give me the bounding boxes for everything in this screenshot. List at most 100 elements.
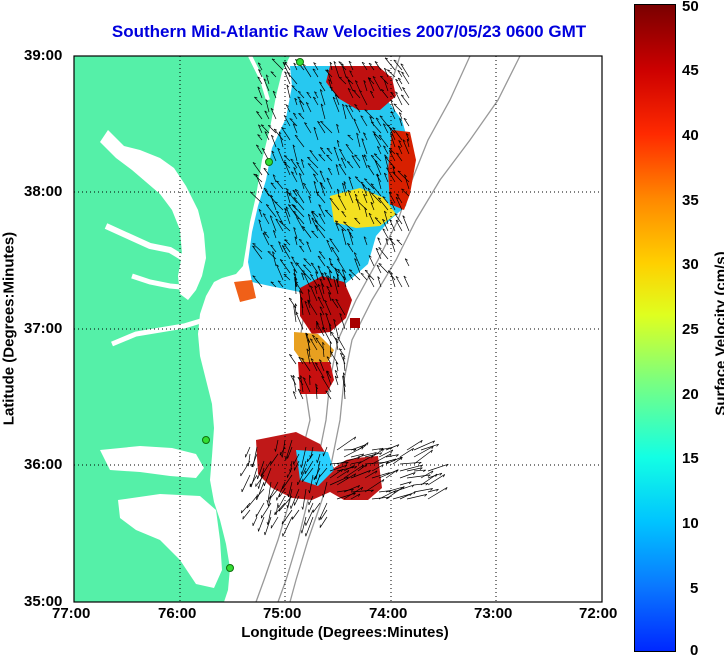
velocity-vector-head [271, 58, 275, 61]
velocity-vector [329, 61, 333, 71]
velocity-vector [345, 76, 354, 85]
velocity-vector [378, 247, 389, 260]
velocity-vector [372, 76, 382, 92]
velocity-vector [378, 197, 389, 211]
velocity-vector-head [367, 165, 371, 168]
velocity-vector [262, 213, 270, 225]
velocity-vector [271, 58, 284, 71]
velocity-vector [268, 125, 277, 134]
velocity-vector-head [375, 470, 378, 474]
velocity-vector-head [266, 204, 270, 207]
colorbar-label: Surface Velocity (cm/s) [712, 251, 724, 416]
velocity-vector [329, 270, 332, 281]
velocity-vector [271, 150, 277, 162]
velocity-vector-head [436, 443, 439, 447]
velocity-vector-head [273, 230, 276, 233]
velocity-vector-head [353, 449, 357, 452]
velocity-vector [420, 473, 438, 486]
velocity-vector [325, 390, 332, 400]
velocity-vector-head [353, 89, 357, 92]
velocity-vector-head [319, 170, 323, 173]
x-tick-label: 76:00 [158, 605, 197, 622]
velocity-vector [382, 123, 389, 134]
velocity-vector [339, 148, 347, 162]
velocity-vector [302, 63, 312, 78]
velocity-vector [406, 467, 423, 472]
radar-station [296, 58, 304, 66]
velocity-vector-head [445, 487, 448, 491]
velocity-vector-head [313, 96, 317, 99]
velocity-vector [310, 285, 318, 302]
velocity-vector [256, 111, 263, 120]
velocity-vector-head [269, 215, 273, 218]
velocity-vector [307, 163, 319, 176]
velocity-vector-head [392, 166, 396, 169]
velocity-vector-head [299, 100, 302, 103]
velocity-vector-head [272, 90, 276, 94]
velocity-vector-head [311, 230, 315, 233]
velocity-vector [392, 493, 412, 500]
velocity-vector-head [358, 493, 361, 497]
velocity-vector [397, 77, 403, 85]
velocity-vector-head [368, 255, 372, 258]
velocity-vector-head [340, 352, 343, 356]
velocity-vector-head [400, 457, 403, 461]
grid [74, 56, 602, 602]
velocity-vector [342, 104, 347, 120]
velocity-vector-head [279, 259, 284, 262]
velocity-vector-head [306, 348, 310, 352]
velocity-vector [246, 495, 258, 509]
velocity-vector-head [307, 163, 311, 165]
velocity-vector-head [270, 244, 274, 247]
velocity-vector [390, 111, 396, 120]
velocity-vector [283, 161, 291, 176]
velocity-vector-head [273, 128, 278, 131]
velocity-vector [265, 99, 270, 113]
velocity-vector [315, 224, 326, 239]
velocity-vector [373, 133, 382, 148]
velocity-vector [270, 182, 277, 190]
velocity-vector-head [296, 161, 300, 165]
velocity-vector-head [357, 485, 360, 488]
velocity-vector [298, 239, 305, 246]
velocity-vector [346, 161, 354, 169]
colorbar-tick: 5 [690, 580, 699, 597]
velocity-vector [354, 80, 361, 92]
velocity-vector [353, 252, 361, 267]
map-title: Southern Mid-Atlantic Raw Velocities 200… [111, 22, 587, 41]
velocity-vector [294, 495, 300, 506]
velocity-vector [264, 110, 270, 120]
velocity-vector [378, 263, 389, 274]
velocity-vector-head [397, 170, 401, 173]
velocity-vector-head [377, 237, 381, 240]
velocity-vector [311, 217, 319, 232]
velocity-vector [283, 115, 291, 127]
velocity-vector [370, 90, 375, 99]
velocity-vector [292, 189, 298, 197]
velocity-vector-head [300, 297, 304, 300]
velocity-vector [278, 495, 293, 512]
y-axis-label: Latitude (Degrees:Minutes) [0, 231, 18, 426]
velocity-vector-head [382, 479, 385, 483]
bathymetry-contour-deep [289, 56, 521, 602]
velocity-vector-head [315, 362, 319, 365]
velocity-vector [336, 140, 340, 148]
velocity-vector-head [385, 461, 389, 464]
velocity-vector [324, 299, 332, 316]
velocity-vector [318, 81, 326, 92]
velocity-vector-head [274, 511, 276, 515]
velocity-vector [382, 219, 389, 232]
velocity-vector-head [406, 138, 410, 142]
velocity-vector [329, 198, 340, 211]
velocity-vector [335, 298, 346, 316]
velocity-vector-head [363, 193, 366, 197]
velocity-vector-head [388, 191, 392, 195]
velocity-vector-head [354, 466, 358, 469]
velocity-vector [293, 305, 297, 323]
velocity-vector [329, 263, 340, 274]
velocity-vector-head [411, 484, 415, 488]
velocity-vector-head [335, 94, 338, 97]
velocity-vector [276, 264, 284, 281]
velocity-vector [318, 251, 326, 260]
velocity-vector [315, 460, 321, 480]
